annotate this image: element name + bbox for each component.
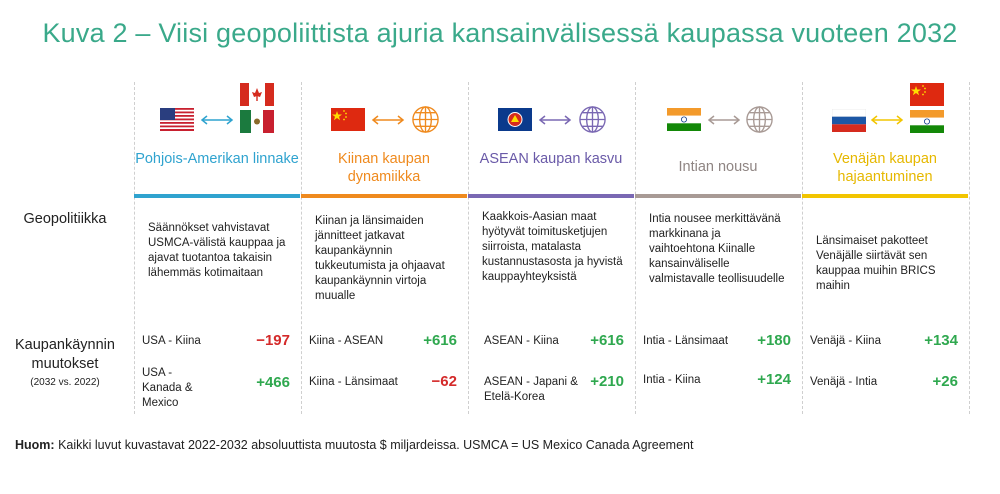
column-heading: Kiinan kaupan dynamiikka [338, 151, 430, 185]
column-description: Länsimaiset pakotteet Venäjälle siirtävä… [816, 235, 936, 292]
column-divider [134, 82, 135, 414]
trade-label: ASEAN - Japani & Etelä-Korea [484, 376, 578, 403]
trade-label: USA - Kanada & Mexico [142, 367, 193, 409]
trade-value: −62 [431, 373, 457, 390]
column-accent-bar [134, 194, 300, 198]
column-divider [468, 82, 469, 414]
globe-icon [412, 106, 439, 133]
trade-label: USA - Kiina [142, 335, 201, 347]
footnote-label: Huom: [15, 438, 55, 452]
column-divider [301, 82, 302, 414]
bidirectional-arrow-icon [200, 115, 234, 125]
trade-label: Kiina - Länsimaat [309, 376, 398, 388]
flag-group [468, 82, 634, 142]
trade-value: +210 [590, 373, 624, 390]
bidirectional-arrow-icon [707, 115, 741, 125]
russia-flag-icon [832, 109, 866, 132]
india-flag-icon [667, 108, 701, 131]
flag-group [301, 82, 467, 142]
bidirectional-arrow-icon [371, 115, 405, 125]
column-heading: Pohjois-Amerikan linnake [135, 151, 299, 167]
page-title: Kuva 2 – Viisi geopoliittista ajuria kan… [42, 18, 958, 48]
trade-label: Venäjä - Kiina [810, 335, 881, 347]
column-accent-bar [802, 194, 968, 198]
column-russia: Venäjän kaupan hajaantuminen Länsimaiset… [802, 82, 968, 414]
column-india: Intian nousu Intia nousee merkittävänä m… [635, 82, 801, 414]
trade-value: −197 [256, 332, 290, 349]
usa-flag-icon [160, 108, 194, 131]
column-asean: ASEAN kaupan kasvu Kaakkois-Aasian maat … [468, 82, 634, 414]
column-description: Kiinan ja länsimaiden jännitteet jatkava… [315, 215, 445, 302]
footnote-text: Kaikki luvut kuvastavat 2022-2032 absolu… [58, 438, 694, 452]
flag-group [635, 82, 801, 142]
column-heading: Intian nousu [678, 159, 758, 175]
trade-label: ASEAN - Kiina [484, 335, 559, 347]
column-divider [635, 82, 636, 414]
trade-label: Venäjä - Intia [810, 376, 878, 388]
bidirectional-arrow-icon [538, 115, 572, 125]
trade-value: +616 [590, 332, 624, 349]
trade-value: +26 [932, 373, 958, 390]
row-label-trade-change: Kaupankäynnin muutokset [15, 337, 115, 372]
column-divider [969, 82, 970, 414]
trade-value: +134 [924, 332, 958, 349]
canada-flag-icon [240, 83, 274, 106]
trade-label: Intia - Kiina [643, 374, 701, 386]
trade-value: +616 [423, 332, 457, 349]
mexico-flag-icon [240, 110, 274, 133]
asean-flag-icon [498, 108, 532, 131]
bidirectional-arrow-icon [870, 115, 904, 125]
column-description: Kaakkois-Aasian maat hyötyvät toimituske… [482, 211, 623, 283]
column-description: Intia nousee merkittävänä markkinana ja … [649, 213, 785, 285]
trade-value: +124 [757, 371, 791, 388]
footnote: Huom: Kaikki luvut kuvastavat 2022-2032 … [15, 438, 693, 452]
trade-label: Kiina - ASEAN [309, 335, 384, 347]
trade-value: +466 [256, 374, 290, 391]
china-flag-icon [910, 83, 944, 106]
column-china: Kiinan kaupan dynamiikka Kiinan ja länsi… [301, 82, 467, 414]
column-heading: Venäjän kaupan hajaantuminen [832, 151, 937, 185]
column-accent-bar [301, 194, 467, 198]
column-accent-bar [468, 194, 634, 198]
flag-group [802, 82, 968, 142]
globe-icon [579, 106, 606, 133]
china-flag-icon [331, 108, 365, 131]
row-label-trade-change-sub: (2032 vs. 2022) [30, 377, 100, 388]
trade-value: +180 [757, 332, 791, 349]
column-north-america: Pohjois-Amerikan linnake Säännökset vahv… [134, 82, 300, 414]
row-label-geopolitics: Geopolitiikka [23, 211, 107, 227]
column-accent-bar [635, 194, 801, 198]
column-description: Säännökset vahvistavat USMCA-välistä kau… [148, 222, 286, 279]
trade-label: Intia - Länsimaat [643, 335, 729, 347]
column-heading: ASEAN kaupan kasvu [479, 151, 623, 167]
flag-group [134, 82, 300, 142]
globe-icon [746, 106, 773, 133]
column-divider [802, 82, 803, 414]
india-flag-icon [910, 110, 944, 133]
